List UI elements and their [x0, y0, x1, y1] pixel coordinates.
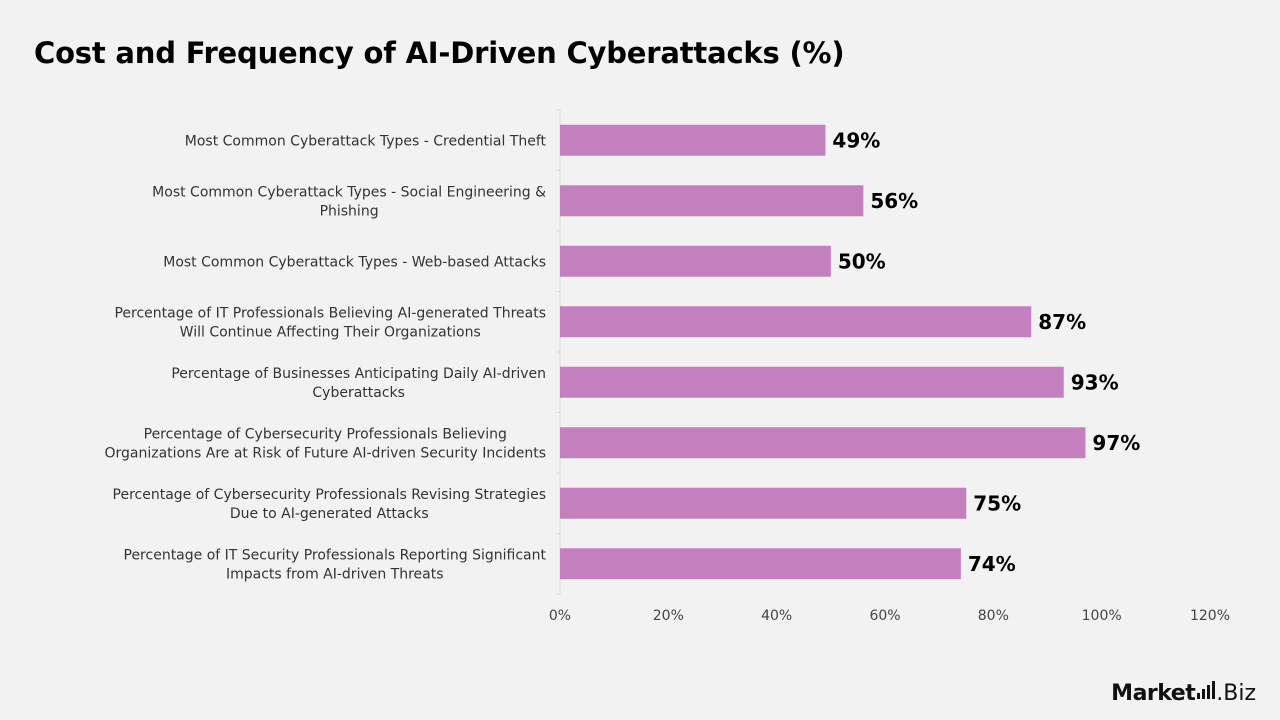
x-tick-label: 20% — [653, 608, 684, 624]
bar — [560, 427, 1086, 459]
category-label: Percentage of IT Professionals Believing… — [114, 305, 546, 321]
bar — [560, 366, 1064, 398]
bar — [560, 548, 961, 580]
category-label: Most Common Cyberattack Types - Credenti… — [185, 133, 547, 149]
marketbiz-logo: Market .Biz — [1111, 681, 1256, 706]
category-label: Phishing — [320, 203, 379, 219]
category-label: Due to AI-generated Attacks — [230, 506, 429, 522]
data-label: 87% — [1038, 310, 1086, 334]
category-label: Cyberattacks — [312, 385, 405, 401]
category-label: Most Common Cyberattack Types - Web-base… — [163, 254, 546, 270]
logo-text-market: Market — [1111, 681, 1196, 706]
logo-text-biz: .Biz — [1216, 681, 1256, 706]
x-tick-label: 0% — [549, 608, 571, 624]
data-label: 93% — [1071, 370, 1119, 394]
category-label: Impacts from AI-driven Threats — [226, 566, 444, 582]
data-label: 74% — [968, 552, 1016, 576]
category-label: Organizations Are at Risk of Future AI-d… — [105, 445, 547, 461]
data-label: 75% — [973, 491, 1021, 515]
chart-title: Cost and Frequency of AI-Driven Cyberatt… — [34, 36, 845, 70]
x-tick-label: 80% — [978, 608, 1009, 624]
data-label: 50% — [838, 249, 886, 273]
category-label: Most Common Cyberattack Types - Social E… — [152, 184, 546, 200]
category-label: Percentage of IT Security Professionals … — [124, 547, 547, 563]
category-label: Percentage of Businesses Anticipating Da… — [171, 366, 546, 382]
x-tick-label: 40% — [761, 608, 792, 624]
bar-chart-icon — [1197, 681, 1216, 699]
category-label: Percentage of Cybersecurity Professional… — [113, 487, 546, 503]
bar — [560, 124, 826, 156]
x-tick-label: 100% — [1082, 608, 1122, 624]
bar — [560, 245, 831, 277]
data-label: 56% — [870, 189, 918, 213]
data-label: 97% — [1092, 431, 1140, 455]
x-tick-label: 120% — [1190, 608, 1230, 624]
category-label: Will Continue Affecting Their Organizati… — [180, 324, 481, 340]
bar — [560, 306, 1032, 338]
data-label: 49% — [832, 128, 880, 152]
bar — [560, 487, 967, 519]
category-label: Percentage of Cybersecurity Professional… — [144, 426, 507, 442]
x-tick-label: 60% — [869, 608, 900, 624]
bar — [560, 185, 864, 217]
